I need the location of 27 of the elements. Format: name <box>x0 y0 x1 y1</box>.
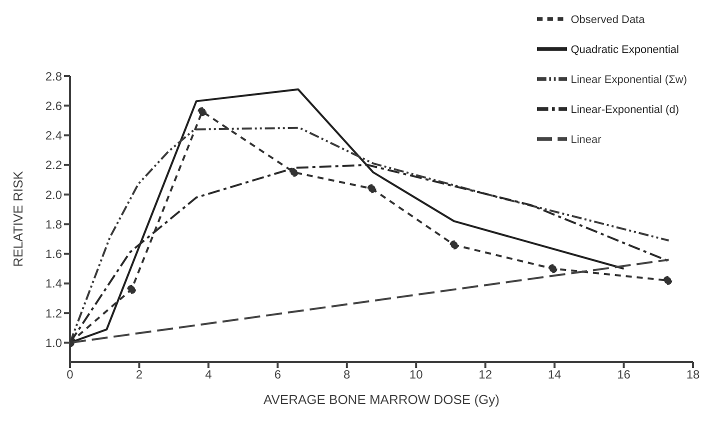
y-tick-label: 2.6 <box>45 98 62 113</box>
y-tick-label: 2.8 <box>45 69 62 84</box>
legend-label: Linear <box>570 134 602 146</box>
x-tick-label: 10 <box>409 368 424 382</box>
legend-label: Observed Data <box>570 14 645 26</box>
x-tick-label: 12 <box>478 368 492 382</box>
x-axis-title: AVERAGE BONE MARROW DOSE (Gy) <box>264 392 500 407</box>
x-tick-label: 16 <box>617 368 631 382</box>
y-tick-label: 1.6 <box>45 247 62 262</box>
x-tick-label: 6 <box>274 368 282 382</box>
y-tick-label: 1.8 <box>45 217 62 232</box>
x-tick-label: 4 <box>205 368 212 382</box>
y-axis-title: RELATIVE RISK <box>10 170 26 267</box>
y-tick-label: 2.4 <box>45 128 62 143</box>
x-tick-label: 2 <box>136 368 143 382</box>
legend-label: Quadratic Exponential <box>570 44 679 56</box>
y-tick-label: 2.0 <box>45 188 62 202</box>
x-tick-label: 0 <box>66 368 74 382</box>
y-tick-label: 1.4 <box>45 276 62 291</box>
y-tick-label: 1.2 <box>45 306 62 320</box>
y-tick-label: 1.0 <box>45 336 62 350</box>
legend-label: Linear-Exponential (d) <box>570 104 679 116</box>
x-tick-label: 8 <box>344 368 351 382</box>
legend-label: Linear Exponential (Σw) <box>570 74 687 86</box>
x-tick-label: 14 <box>548 368 562 382</box>
x-tick-label: 18 <box>686 368 700 382</box>
y-tick-label: 2.2 <box>45 158 62 172</box>
